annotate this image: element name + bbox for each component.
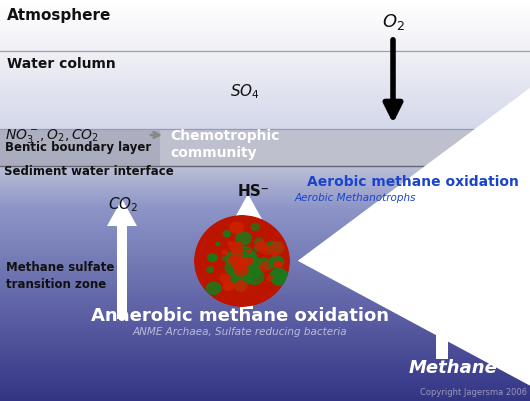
Ellipse shape xyxy=(235,257,249,269)
Ellipse shape xyxy=(236,271,253,286)
Ellipse shape xyxy=(263,262,273,271)
Ellipse shape xyxy=(206,282,222,296)
Text: Water column: Water column xyxy=(7,57,116,71)
Ellipse shape xyxy=(229,222,244,234)
Ellipse shape xyxy=(232,259,247,271)
Ellipse shape xyxy=(246,249,252,254)
Ellipse shape xyxy=(233,254,242,262)
Ellipse shape xyxy=(237,256,243,261)
Ellipse shape xyxy=(243,263,262,279)
Ellipse shape xyxy=(251,223,260,232)
Ellipse shape xyxy=(225,261,242,276)
Text: HS⁻: HS⁻ xyxy=(238,184,270,199)
Text: Anaerobic methane oxidation: Anaerobic methane oxidation xyxy=(91,306,389,324)
Ellipse shape xyxy=(227,256,239,266)
Ellipse shape xyxy=(259,262,270,272)
Text: Bentic boundary layer: Bentic boundary layer xyxy=(5,141,151,154)
Ellipse shape xyxy=(230,257,235,262)
Ellipse shape xyxy=(245,269,264,286)
Ellipse shape xyxy=(236,284,245,292)
Ellipse shape xyxy=(238,261,247,268)
Ellipse shape xyxy=(239,259,244,263)
Text: Aerobic methane oxidation: Aerobic methane oxidation xyxy=(307,174,519,188)
Ellipse shape xyxy=(237,254,248,263)
Ellipse shape xyxy=(270,242,284,254)
Bar xyxy=(160,130,530,166)
Ellipse shape xyxy=(222,257,227,261)
Polygon shape xyxy=(233,194,263,221)
Ellipse shape xyxy=(258,244,266,251)
Ellipse shape xyxy=(266,241,280,253)
Ellipse shape xyxy=(234,280,248,292)
Text: Chemotrophic
community: Chemotrophic community xyxy=(170,129,279,159)
Ellipse shape xyxy=(222,250,228,255)
Text: Copyright Jagersma 2006: Copyright Jagersma 2006 xyxy=(420,387,527,396)
Ellipse shape xyxy=(206,267,214,273)
Ellipse shape xyxy=(223,231,231,238)
Ellipse shape xyxy=(223,282,234,292)
Ellipse shape xyxy=(233,264,249,277)
Ellipse shape xyxy=(233,259,248,271)
Ellipse shape xyxy=(225,251,244,267)
Ellipse shape xyxy=(243,257,254,266)
Ellipse shape xyxy=(246,254,259,264)
Text: Methane: Methane xyxy=(409,358,498,376)
Ellipse shape xyxy=(254,241,268,252)
Ellipse shape xyxy=(235,232,252,246)
Ellipse shape xyxy=(246,263,252,268)
Ellipse shape xyxy=(262,247,272,256)
Ellipse shape xyxy=(235,247,254,262)
Bar xyxy=(437,240,447,359)
Ellipse shape xyxy=(258,257,269,267)
Ellipse shape xyxy=(207,253,218,262)
Text: Aerobic Methanotrophs: Aerobic Methanotrophs xyxy=(294,192,416,203)
Ellipse shape xyxy=(219,274,231,284)
Ellipse shape xyxy=(233,254,248,266)
Ellipse shape xyxy=(269,242,285,255)
Bar xyxy=(0,130,530,166)
Ellipse shape xyxy=(271,272,287,286)
Ellipse shape xyxy=(254,246,261,252)
Ellipse shape xyxy=(269,256,284,269)
Text: $SO_4$: $SO_4$ xyxy=(230,83,260,101)
Ellipse shape xyxy=(236,257,248,267)
Ellipse shape xyxy=(229,241,244,254)
Ellipse shape xyxy=(194,215,290,307)
Text: Atmosphere: Atmosphere xyxy=(7,8,111,23)
Ellipse shape xyxy=(215,242,220,247)
Ellipse shape xyxy=(229,276,240,286)
Text: ANME Archaea, Sulfate reducing bacteria: ANME Archaea, Sulfate reducing bacteria xyxy=(132,326,347,336)
Ellipse shape xyxy=(243,251,250,257)
Ellipse shape xyxy=(227,241,232,246)
Bar xyxy=(243,221,253,309)
Ellipse shape xyxy=(229,267,245,280)
Ellipse shape xyxy=(245,251,257,261)
Ellipse shape xyxy=(266,275,273,282)
Ellipse shape xyxy=(254,273,260,277)
Ellipse shape xyxy=(243,264,249,269)
Ellipse shape xyxy=(269,268,288,285)
Ellipse shape xyxy=(234,280,241,286)
Text: $CO_2$: $CO_2$ xyxy=(108,195,138,214)
Ellipse shape xyxy=(231,249,243,260)
Ellipse shape xyxy=(271,251,278,257)
Text: Sediment water interface: Sediment water interface xyxy=(4,165,174,178)
Text: $O_2$: $O_2$ xyxy=(382,12,404,32)
Ellipse shape xyxy=(254,238,264,247)
Text: Methane sulfate
transition zone: Methane sulfate transition zone xyxy=(6,260,114,290)
Ellipse shape xyxy=(244,257,262,273)
Polygon shape xyxy=(425,209,459,240)
Polygon shape xyxy=(107,200,137,227)
Ellipse shape xyxy=(274,261,283,269)
Text: $NO_3^-,O_2, CO_2$: $NO_3^-,O_2, CO_2$ xyxy=(5,127,99,145)
Bar xyxy=(117,227,127,319)
